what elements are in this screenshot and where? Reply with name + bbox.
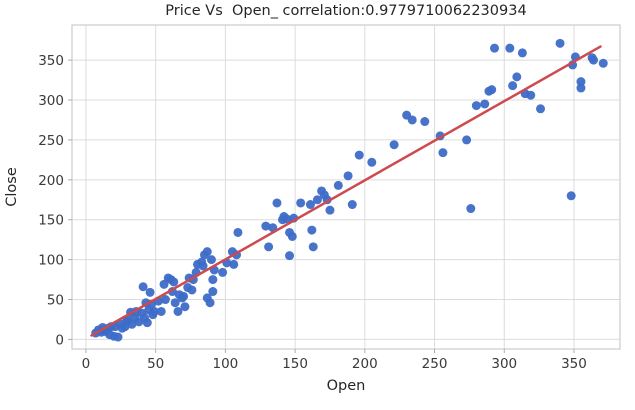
scatter-point — [208, 275, 218, 285]
chart-title: Price Vs Open_ correlation:0.97797100622… — [165, 3, 527, 19]
scatter-point — [138, 282, 148, 292]
x-tick-label: 200 — [352, 356, 378, 372]
scatter-point — [296, 198, 306, 208]
x-tick-label: 0 — [82, 356, 91, 372]
scatter-point — [505, 43, 515, 53]
x-axis-title: Open — [326, 378, 366, 394]
scatter-point — [113, 332, 123, 342]
scatter-point — [367, 157, 377, 167]
scatter-point — [305, 200, 315, 210]
scatter-point — [576, 77, 586, 87]
scatter-point — [312, 195, 322, 205]
scatter-point — [598, 58, 608, 68]
x-tick-label: 250 — [422, 356, 448, 372]
scatter-point — [566, 191, 576, 201]
y-tick-label: 100 — [38, 253, 64, 269]
scatter-point — [287, 231, 297, 241]
y-tick-label: 50 — [47, 293, 64, 309]
scatter-point — [261, 221, 271, 231]
scatter-point — [487, 85, 497, 95]
scatter-point — [180, 302, 190, 312]
scatter-point — [389, 140, 399, 150]
y-tick-label: 250 — [38, 133, 64, 149]
scatter-point — [526, 90, 536, 100]
x-tick-label: 50 — [147, 356, 164, 372]
y-tick-label: 350 — [38, 53, 64, 69]
scatter-point — [589, 55, 599, 65]
scatter-point — [420, 117, 430, 127]
axes-spines — [71, 24, 621, 350]
scatter-point — [272, 198, 282, 208]
scatter-point — [471, 101, 481, 111]
scatter-point — [536, 104, 546, 114]
scatter-point — [407, 115, 417, 125]
scatter-point — [517, 48, 527, 58]
scatter-point — [438, 148, 448, 158]
x-tick-label: 300 — [491, 356, 517, 372]
scatter-point — [218, 267, 228, 277]
scatter-point — [229, 259, 239, 269]
scatter-point — [555, 38, 565, 48]
scatter-point — [198, 261, 208, 271]
y-tick-label: 300 — [38, 93, 64, 109]
scatter-point — [160, 295, 170, 305]
scatter-point — [285, 251, 295, 261]
y-tick-label: 0 — [55, 332, 64, 348]
scatter-point — [170, 298, 180, 308]
scatter-point — [233, 227, 243, 237]
scatter-point — [576, 83, 586, 93]
scatter-point — [333, 180, 343, 190]
x-tick-label: 150 — [282, 356, 308, 372]
y-axis-title: Close — [4, 167, 20, 207]
scatter-point — [347, 200, 357, 210]
scatter-point — [343, 171, 353, 181]
scatter-point — [205, 298, 215, 308]
scatter-point — [206, 255, 216, 265]
scatter-point — [307, 225, 317, 235]
scatter-point — [156, 306, 166, 316]
x-tick-label: 100 — [212, 356, 238, 372]
scatter-point — [173, 306, 183, 316]
scatter-point — [308, 242, 318, 252]
scatter-point — [169, 277, 179, 287]
scatter-point — [490, 43, 500, 53]
scatter-point — [208, 287, 218, 297]
scatter-point — [159, 279, 169, 289]
scatter-point — [466, 204, 476, 214]
scatter-point — [480, 99, 490, 109]
scatter-point — [508, 81, 518, 91]
scatter-point — [149, 306, 159, 316]
scatter-point — [325, 205, 335, 215]
scatter-point — [264, 242, 274, 252]
trend-line — [90, 45, 602, 337]
scatter-point — [202, 247, 212, 257]
scatter-point — [145, 287, 155, 297]
scatter-point — [187, 285, 197, 295]
y-tick-label: 200 — [38, 173, 64, 189]
scatter-point — [512, 72, 522, 82]
scatter-point — [179, 291, 189, 301]
scatter-point — [462, 135, 472, 145]
scatter-point — [282, 214, 292, 224]
scatter-point — [142, 318, 152, 328]
x-tick-label: 350 — [561, 356, 587, 372]
scatter-point — [354, 150, 364, 160]
y-tick-label: 150 — [38, 213, 64, 229]
